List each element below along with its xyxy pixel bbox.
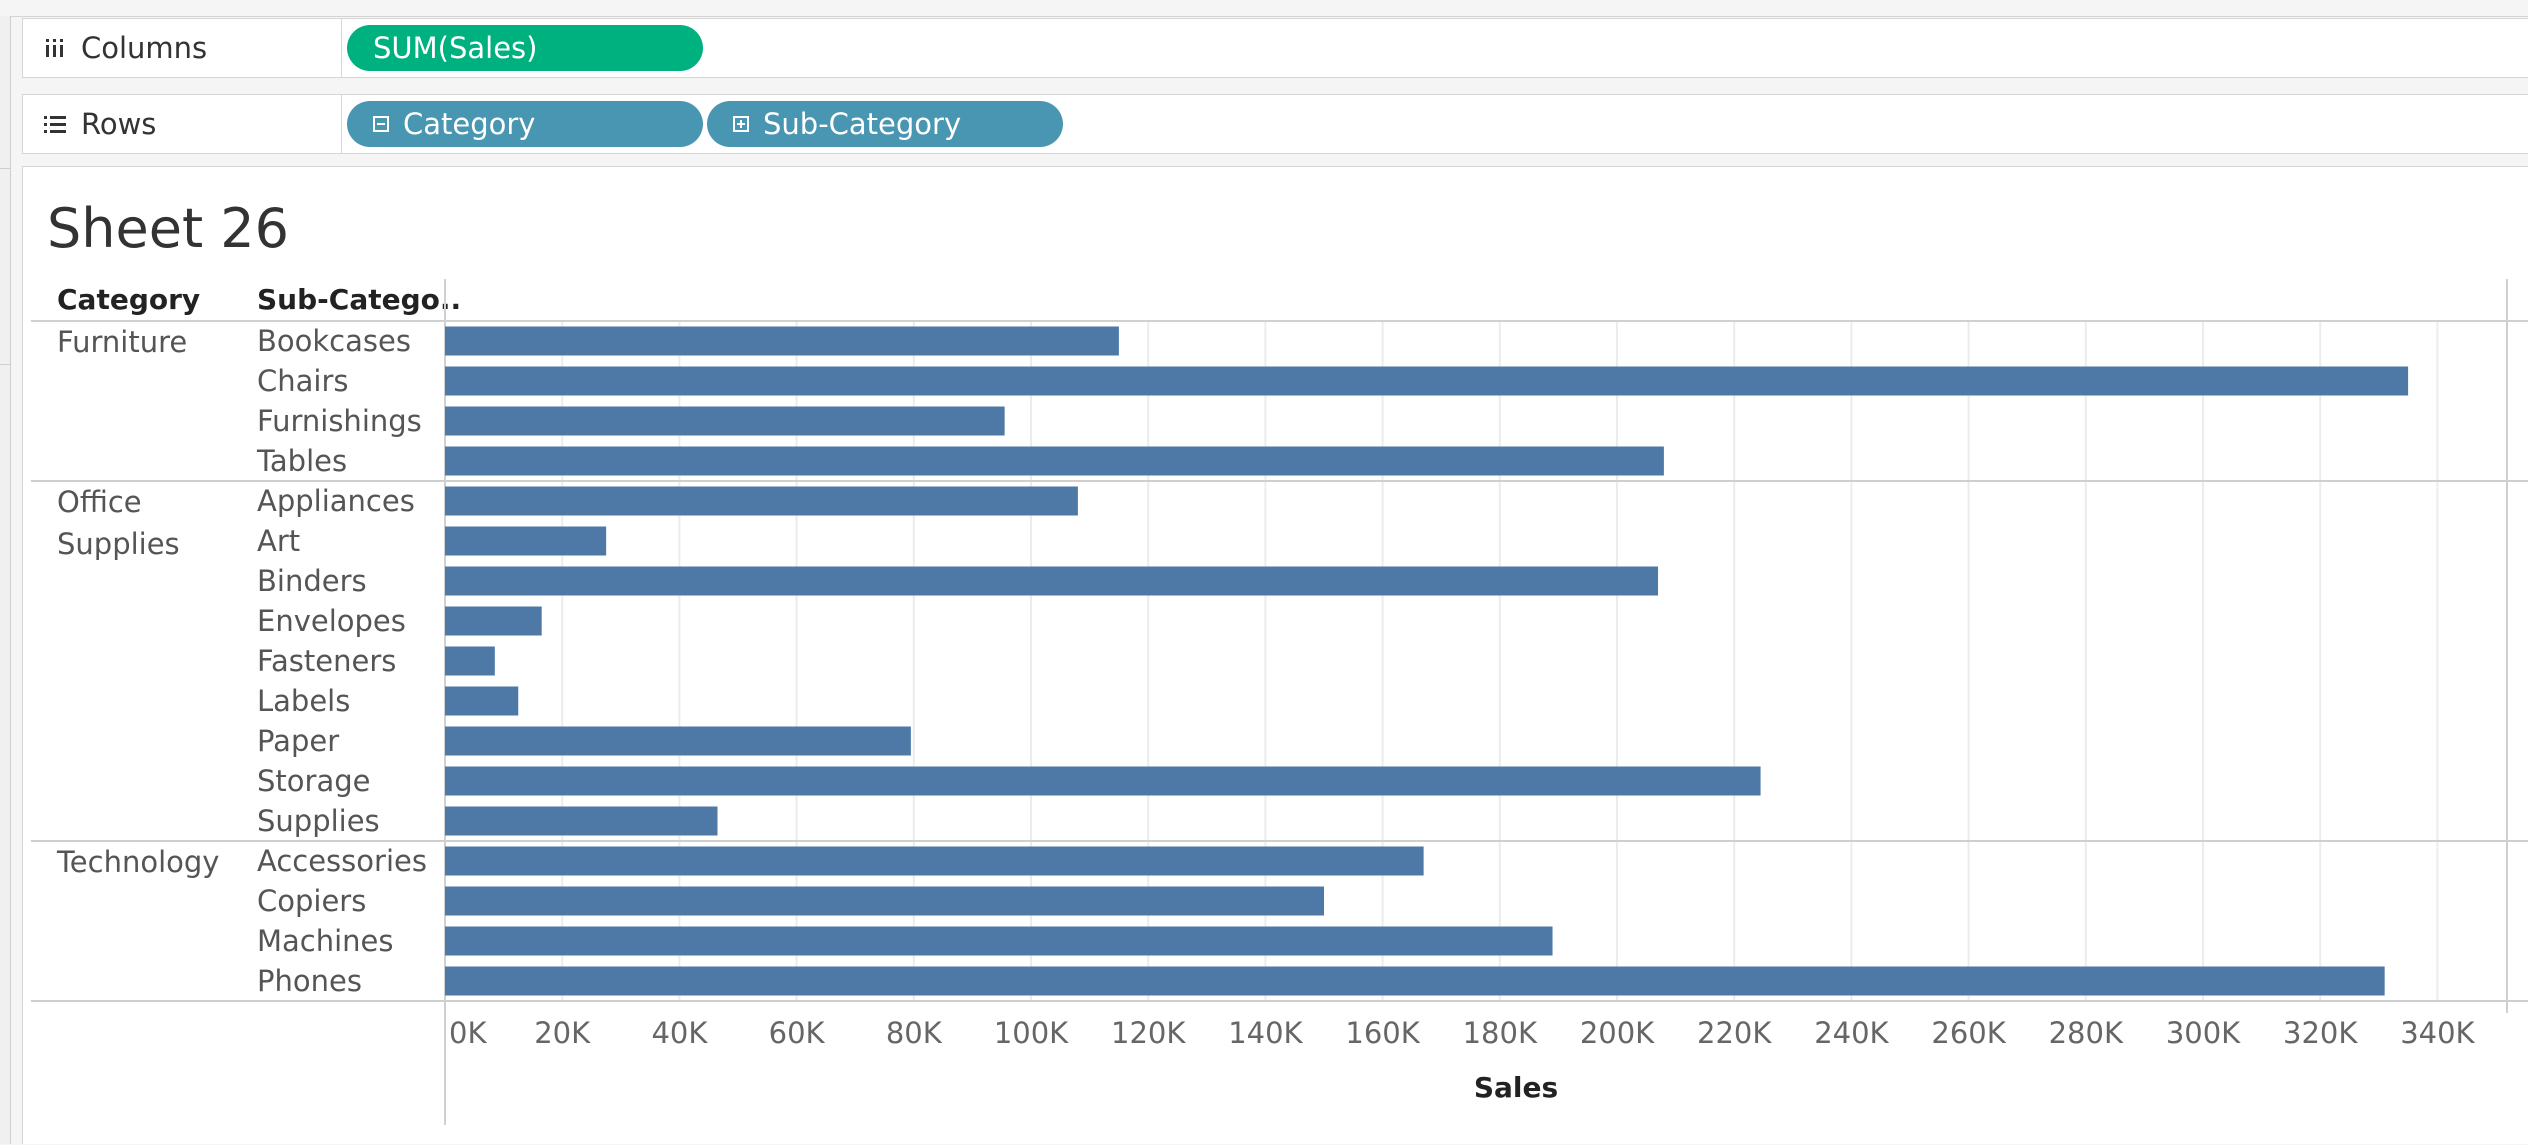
- category-label[interactable]: Furniture: [57, 325, 188, 359]
- category-pill[interactable]: Category: [347, 101, 703, 147]
- x-tick-label: 120K: [1111, 1016, 1186, 1050]
- sub-category-label[interactable]: Bookcases: [257, 324, 411, 358]
- sub-category-label[interactable]: Phones: [257, 964, 362, 998]
- bar[interactable]: [445, 526, 607, 556]
- bar[interactable]: [445, 726, 911, 756]
- bar[interactable]: [445, 326, 1119, 356]
- rows-shelf-text: Rows: [81, 107, 157, 141]
- x-tick-label: 100K: [994, 1016, 1069, 1050]
- bar[interactable]: [445, 926, 1553, 956]
- x-tick-label: 180K: [1463, 1016, 1538, 1050]
- top-toolbar-strip: [0, 0, 2528, 17]
- category-label[interactable]: Supplies: [57, 527, 180, 561]
- collapse-icon[interactable]: [373, 116, 389, 132]
- bar[interactable]: [445, 606, 542, 636]
- sub-category-pill-label: Sub-Category: [763, 107, 962, 141]
- x-tick-label: 0K: [449, 1016, 487, 1050]
- sub-category-label[interactable]: Envelopes: [257, 604, 406, 638]
- bar[interactable]: [445, 446, 1664, 476]
- x-tick-label: 200K: [1580, 1016, 1655, 1050]
- x-tick-label: 60K: [769, 1016, 826, 1050]
- sub-category-label[interactable]: Copiers: [257, 884, 367, 918]
- category-pill-label: Category: [403, 107, 536, 141]
- x-axis-title: Sales: [1474, 1071, 1558, 1104]
- sub-category-label[interactable]: Paper: [257, 724, 340, 758]
- x-tick-label: 260K: [1931, 1016, 2006, 1050]
- bar[interactable]: [445, 406, 1005, 436]
- sum-sales-pill[interactable]: SUM(Sales): [347, 25, 703, 71]
- x-tick-label: 80K: [886, 1016, 943, 1050]
- x-tick-label: 280K: [2049, 1016, 2124, 1050]
- category-label[interactable]: Office: [57, 485, 142, 519]
- bar-chart: 0K 20K 40K 60K 80K 100K 120K 140K 160K 180K 200K 22…: [31, 279, 2528, 1125]
- x-tick-label: 220K: [1697, 1016, 1772, 1050]
- columns-icon: [37, 37, 73, 59]
- sub-category-label[interactable]: Chairs: [257, 364, 349, 398]
- sub-category-label[interactable]: Machines: [257, 924, 394, 958]
- sub-category-label[interactable]: Furnishings: [257, 404, 422, 438]
- expand-icon[interactable]: [733, 116, 749, 132]
- sub-category-header[interactable]: Sub-Catego..: [257, 283, 462, 316]
- columns-shelf-label: Columns: [23, 19, 342, 77]
- sub-category-label[interactable]: Tables: [257, 444, 348, 478]
- bar[interactable]: [445, 806, 718, 836]
- columns-shelf-text: Columns: [81, 31, 208, 65]
- sub-category-label[interactable]: Art: [257, 524, 301, 558]
- sub-category-label[interactable]: Labels: [257, 684, 351, 718]
- x-tick-label: 160K: [1345, 1016, 1420, 1050]
- worksheet-view[interactable]: Sheet 26 Category Sub-Catego.. 0K 20K 40K 6…: [22, 166, 2528, 1144]
- left-pane-divider: [0, 168, 10, 169]
- bar[interactable]: [445, 686, 519, 716]
- bar[interactable]: [445, 566, 1659, 596]
- sub-category-label[interactable]: Appliances: [257, 484, 415, 518]
- sub-category-label[interactable]: Accessories: [257, 844, 427, 878]
- rows-shelf-label: Rows: [23, 95, 342, 153]
- left-pane-divider: [0, 364, 10, 365]
- bar[interactable]: [445, 846, 1424, 876]
- sub-category-label[interactable]: Fasteners: [257, 644, 397, 678]
- rows-icon: [37, 113, 73, 135]
- x-tick-label: 340K: [2400, 1016, 2475, 1050]
- bar[interactable]: [445, 486, 1078, 516]
- x-tick-label: 20K: [534, 1016, 591, 1050]
- x-tick-label: 240K: [1814, 1016, 1889, 1050]
- sub-category-label[interactable]: Binders: [257, 564, 367, 598]
- bar[interactable]: [445, 366, 2409, 396]
- bar[interactable]: [445, 966, 2385, 996]
- x-tick-label: 320K: [2283, 1016, 2358, 1050]
- left-pane-strip: [0, 16, 11, 1144]
- sheet-title: Sheet 26: [47, 197, 289, 260]
- bar[interactable]: [445, 886, 1324, 916]
- sum-sales-pill-label: SUM(Sales): [373, 31, 538, 65]
- sub-category-label[interactable]: Storage: [257, 764, 371, 798]
- bar[interactable]: [445, 766, 1761, 796]
- category-label[interactable]: Technology: [57, 845, 220, 879]
- rows-shelf[interactable]: Rows Category Sub-Category: [22, 94, 2528, 154]
- x-tick-label: 140K: [1228, 1016, 1303, 1050]
- category-header[interactable]: Category: [57, 283, 201, 316]
- sub-category-pill[interactable]: Sub-Category: [707, 101, 1063, 147]
- x-tick-label: 40K: [651, 1016, 708, 1050]
- sub-category-label[interactable]: Supplies: [257, 804, 380, 838]
- bar[interactable]: [445, 646, 495, 676]
- x-tick-label: 300K: [2166, 1016, 2241, 1050]
- columns-shelf[interactable]: Columns SUM(Sales): [22, 18, 2528, 78]
